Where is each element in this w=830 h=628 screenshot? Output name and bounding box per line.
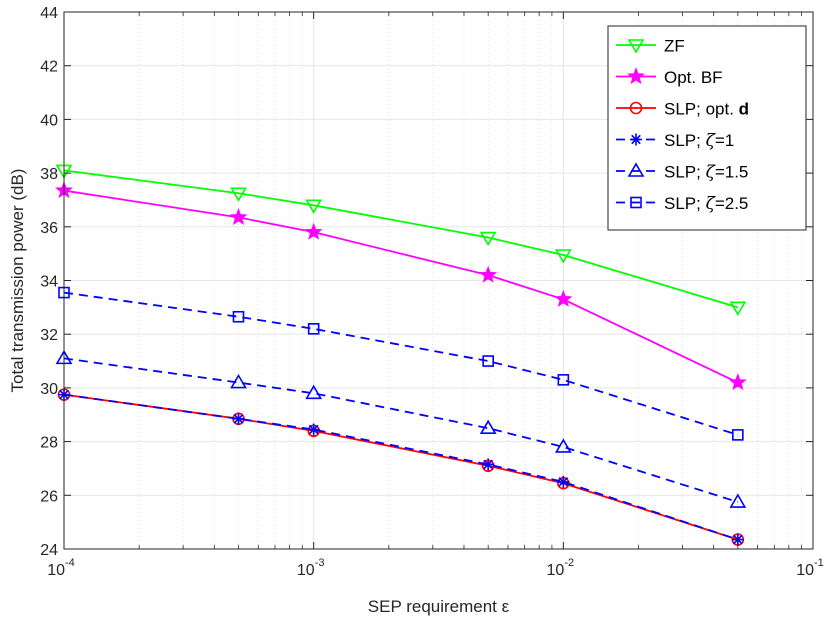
y-tick-label: 28 <box>40 435 58 452</box>
asterisk-stroke <box>483 459 493 470</box>
legend-label: SLP; ζ=2.5 <box>664 194 748 214</box>
x-tick-base: 10 <box>796 562 814 579</box>
data-point <box>230 373 247 389</box>
data-point <box>230 187 247 202</box>
y-axis-label: Total transmission power (dB) <box>8 169 27 393</box>
x-tick-exponent: -1 <box>814 557 824 569</box>
data-point <box>729 493 747 508</box>
series-line <box>63 169 739 309</box>
legend-label-part: SLP; <box>664 131 706 150</box>
asterisk-stroke <box>631 134 641 145</box>
legend-label-part: ζ <box>706 131 717 151</box>
legend-label-part: ζ <box>706 163 717 183</box>
legend-label-part: ZF <box>664 37 685 56</box>
data-point <box>554 289 573 307</box>
data-point <box>557 374 570 386</box>
data-point <box>482 355 494 367</box>
data-point <box>229 207 248 226</box>
legend-label: SLP; ζ=1.5 <box>664 163 748 183</box>
data-point <box>307 423 320 436</box>
y-tick-label: 44 <box>40 5 58 22</box>
legend-label: SLP; opt. d <box>664 100 749 119</box>
asterisk-stroke <box>558 477 569 487</box>
asterisk-stroke <box>233 413 244 424</box>
asterisk-stroke <box>733 534 743 545</box>
legend-label-part: Opt. BF <box>664 68 723 87</box>
y-tick-label: 26 <box>40 488 58 505</box>
legend-label-part: d <box>739 100 749 119</box>
legend-entry: ZF <box>616 37 685 56</box>
data-point <box>232 310 245 323</box>
data-point <box>479 265 498 283</box>
data-point <box>305 199 323 214</box>
legend-entry: SLP; ζ=1 <box>616 131 734 151</box>
legend-entry: SLP; ζ=1.5 <box>616 162 748 183</box>
legend-marker <box>630 133 642 146</box>
x-tick-exponent: -2 <box>564 557 574 569</box>
data-point <box>728 373 747 391</box>
y-tick-label: 30 <box>40 381 58 398</box>
legend-marker <box>627 162 645 177</box>
asterisk-stroke <box>308 424 319 435</box>
data-point <box>729 301 747 316</box>
legend-marker <box>627 39 645 54</box>
y-tick-label: 40 <box>40 112 58 129</box>
data-point <box>479 231 497 247</box>
series-slp-1 <box>58 388 744 546</box>
legend-marker <box>629 101 643 115</box>
x-tick-label: 10 -3 <box>297 557 325 579</box>
y-tick-label: 34 <box>40 274 58 291</box>
legend-label-part: =2.5 <box>715 194 749 213</box>
y-tick-label: 36 <box>40 220 58 237</box>
y-tick-label: 38 <box>40 166 58 183</box>
data-point <box>557 475 570 488</box>
legend-label: SLP; ζ=1 <box>664 131 734 151</box>
legend-box <box>607 25 807 231</box>
legend-entry: SLP; opt. d <box>616 100 749 119</box>
data-point <box>305 384 323 400</box>
data-point <box>732 429 744 441</box>
data-point <box>731 533 744 546</box>
data-point <box>232 412 245 425</box>
legend-label-part: ζ <box>706 194 717 214</box>
x-tick-exponent: -3 <box>315 557 325 569</box>
data-series <box>55 164 747 546</box>
x-tick-base: 10 <box>547 562 565 579</box>
data-point <box>554 249 572 264</box>
legend-label-part: =1.5 <box>715 163 749 182</box>
x-tick-label: 10 -1 <box>796 557 824 579</box>
legend-label-part: SLP; <box>664 163 706 182</box>
legend-marker <box>630 196 642 209</box>
legend-label: ZF <box>664 37 685 56</box>
x-tick-exponent: -4 <box>65 557 75 569</box>
legend-label-part: SLP; <box>664 194 706 213</box>
data-point <box>304 222 323 240</box>
y-tick-label: 42 <box>40 59 58 76</box>
y-tick-label: 24 <box>40 542 58 559</box>
legend-label-part: =1 <box>715 131 734 150</box>
x-tick-label: 10 -2 <box>547 557 575 579</box>
series-line <box>63 189 739 384</box>
x-tick-base: 10 <box>297 562 315 579</box>
x-tick-base: 10 <box>47 562 65 579</box>
data-point <box>554 438 572 453</box>
legend-entry: SLP; ζ=2.5 <box>616 194 748 214</box>
series-line <box>63 393 739 541</box>
data-point <box>482 458 495 471</box>
legend-label: Opt. BF <box>664 68 723 87</box>
legend-label-part: SLP; opt. <box>664 100 739 119</box>
series-slp-1-5 <box>55 349 747 508</box>
y-tick-label: 32 <box>40 327 58 344</box>
x-tick-label: 10 -4 <box>47 557 75 579</box>
data-point <box>307 323 320 335</box>
data-point <box>479 419 497 434</box>
legend-entry: Opt. BF <box>616 67 723 87</box>
series-opt-bf <box>55 181 747 391</box>
legend-marker <box>627 67 645 85</box>
x-axis-label: SEP requirement ε <box>368 597 510 616</box>
